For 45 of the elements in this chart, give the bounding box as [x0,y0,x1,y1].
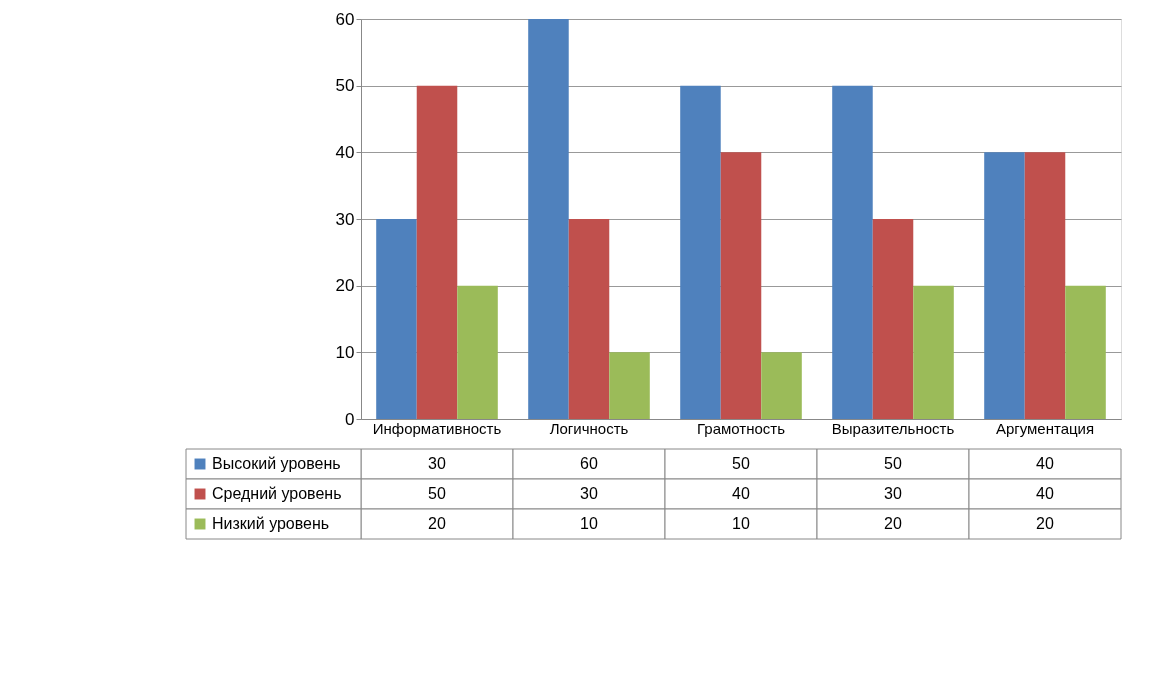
bar [832,85,873,419]
bar [528,19,569,419]
x-tick-label: Грамотность [697,419,786,437]
data-label: 30 [580,485,598,502]
x-tick-label: Логичность [549,419,629,437]
data-label: 10 [580,515,598,532]
x-tick-label: Аргументация [995,419,1095,437]
bar [609,352,650,419]
y-tick-label: 10 [335,342,355,362]
bar [761,352,802,419]
legend-label: Высокий уровень [212,455,341,472]
data-label: 20 [884,515,902,532]
data-label: 20 [1036,515,1054,532]
bar [680,85,721,419]
x-tick-label: Информативность [372,419,502,437]
data-label: 50 [884,455,902,472]
y-tick-label: 0 [345,409,355,429]
data-label: 60 [580,455,598,472]
data-label: 30 [428,455,446,472]
data-label: 30 [884,485,902,502]
bar [376,219,417,419]
x-tick-label: Выразительность [831,419,955,437]
bar [913,285,954,419]
data-label: 50 [428,485,446,502]
y-tick-label: 30 [335,209,355,229]
bar [568,219,610,419]
bar [872,219,914,419]
bar [984,152,1025,419]
bar [1024,152,1066,419]
data-label: 40 [732,485,750,502]
legend-label: Средний уровень [212,485,342,502]
data-label: 20 [428,515,446,532]
y-tick-label: 60 [335,9,355,29]
y-tick-label: 20 [335,276,355,296]
bar [457,285,498,419]
data-label: 50 [732,455,750,472]
y-tick-label: 40 [335,142,355,162]
data-label: 10 [732,515,750,532]
bar [1065,285,1106,419]
data-label: 40 [1036,485,1054,502]
legend-label: Низкий уровень [212,515,330,532]
bar [720,152,762,419]
bar [416,85,458,419]
data-label: 40 [1036,455,1054,472]
y-tick-label: 50 [335,76,355,96]
